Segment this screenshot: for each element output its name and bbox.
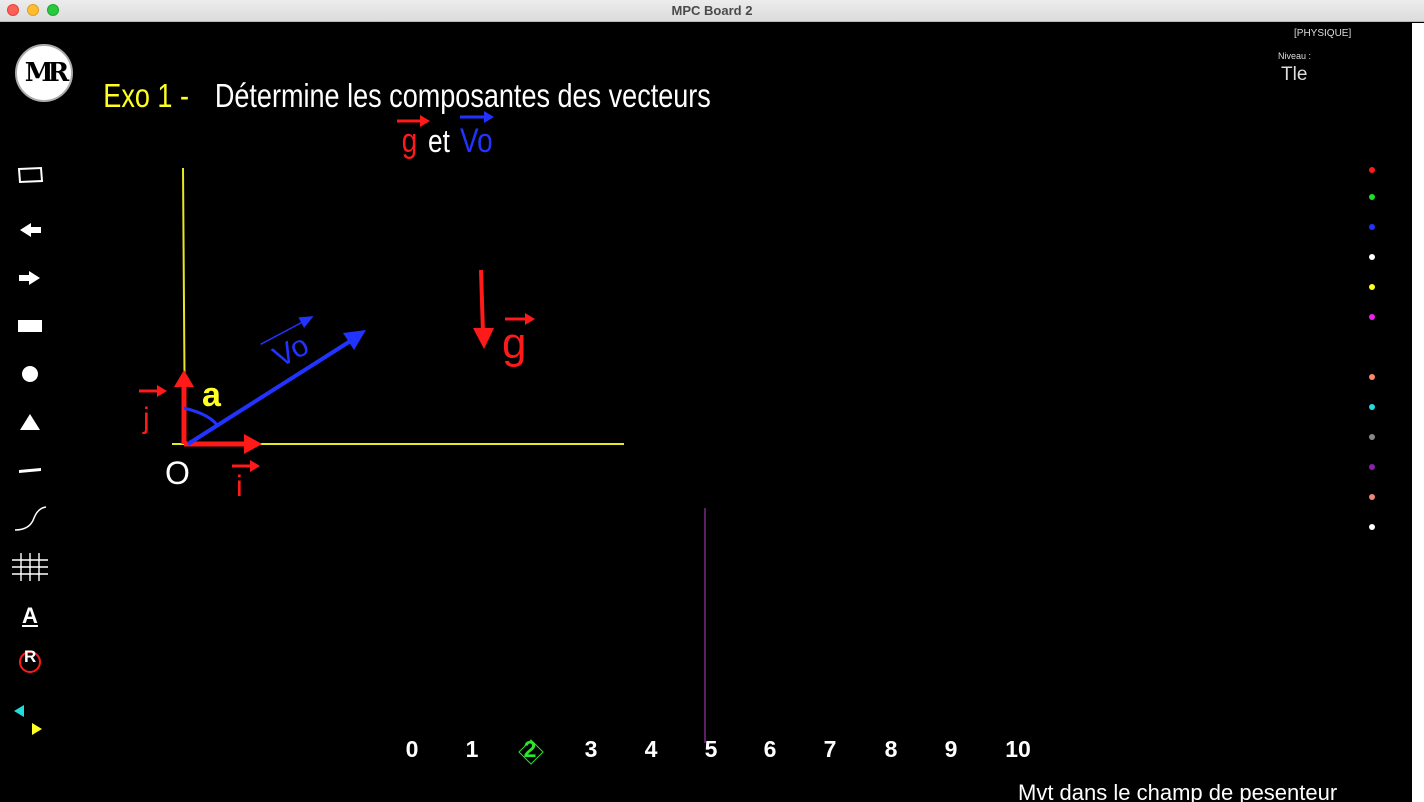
color-swatch-yellow[interactable] [1369,284,1375,290]
rectangle-outline-icon [17,166,44,184]
unit-vector-i-head [244,434,262,454]
triangle-icon [20,414,40,430]
color-swatch-red[interactable] [1369,167,1375,173]
title-conj: et [428,125,450,160]
unit-vector-j-head [174,370,194,387]
curve-tool[interactable] [12,503,48,533]
page-10[interactable]: 10 [1005,736,1031,762]
chapter-title: Mvt dans le champ de pesenteur [1018,780,1338,802]
color-swatch-cyan[interactable] [1369,404,1375,410]
logo-text: MR [24,58,69,88]
g-label: g [502,319,526,368]
color-swatch-green[interactable] [1369,194,1375,200]
vo-label-arrow [260,320,306,345]
maximize-window-button[interactable] [47,4,59,16]
page-8[interactable]: 8 [884,736,898,762]
minimize-window-button[interactable] [27,4,39,16]
page-0[interactable]: 0 [405,736,419,762]
title-vec-vo: Vo [460,121,493,159]
level-value: Tle [1281,64,1308,85]
angle-label: a [202,376,222,414]
vector-g [479,269,485,334]
filled-rectangle-icon [18,320,42,332]
board-drawing: Exo 1 - Détermine les composantes des ve… [103,79,711,743]
line-icon [19,468,41,473]
page-9[interactable]: 9 [944,736,958,762]
chapter-clip: Mvt dans le champ de pesenteur [1010,773,1412,802]
drawing-board[interactable]: MR [PHYSIQUE] Niveau : Tle Exo 1 - Déter… [0,23,1412,802]
active-page-marker [518,739,544,765]
line-tool[interactable] [12,455,48,485]
previous-tool[interactable] [12,215,48,245]
grid-tool[interactable] [12,552,48,582]
frame-tool[interactable] [12,160,48,190]
reset-r-icon: R [19,647,41,673]
title-vec-g: g [402,121,418,159]
page-3[interactable]: 3 [584,736,598,762]
logo: MR [15,44,73,102]
window-title: MPC Board 2 [671,3,753,18]
label-j-arrowhead [157,385,167,397]
pager-arrows-icon [14,705,42,735]
page-1[interactable]: 1 [465,736,479,762]
page-6[interactable]: 6 [763,736,777,762]
vector-vo-head [343,330,366,350]
subject-label: [PHYSIQUE] [1294,28,1352,39]
color-swatch-light-salmon[interactable] [1369,494,1375,500]
title-vec-vo-arrowhead [484,111,494,123]
grid-icon [12,553,48,581]
triangle-tool[interactable] [12,407,48,437]
curve-icon [14,506,47,531]
color-swatch-purple[interactable] [1369,464,1375,470]
color-swatch-white[interactable] [1369,254,1375,260]
exercise-label: Exo 1 - [103,79,189,115]
close-window-button[interactable] [7,4,19,16]
arrow-left-icon [20,223,41,237]
page-5[interactable]: 5 [704,736,718,762]
vo-label-group: Vo [260,316,314,374]
vector-vo [186,338,354,446]
text-a-icon: A [22,603,38,628]
filled-rectangle-tool[interactable] [12,311,48,341]
vo-label-arrowhead [298,316,314,329]
label-i-arrowhead [250,460,260,472]
reset-tool[interactable]: R [12,647,48,677]
text-tool[interactable]: A [12,601,48,631]
title-vec-g-arrowhead [420,115,430,127]
title-bar: MPC Board 2 [0,0,1424,22]
origin-label: O [165,455,190,491]
next-tool[interactable] [12,263,48,293]
color-swatch-magenta[interactable] [1369,314,1375,320]
page-selector: 0 1 2 3 4 5 6 7 8 9 10 [392,736,1042,766]
g-label-arrowhead [525,313,535,325]
circle-icon [22,366,38,382]
color-swatch-white-2[interactable] [1369,524,1375,530]
label-i: i [236,470,243,503]
arrow-right-icon [19,271,40,285]
page-2[interactable]: 2 [510,736,550,765]
pager-tool[interactable] [12,703,48,735]
level-label: Niveau : [1278,51,1312,61]
color-swatch-salmon[interactable] [1369,374,1375,380]
exercise-instruction: Détermine les composantes des vecteurs [215,79,711,115]
color-swatch-blue[interactable] [1369,224,1375,230]
angle-arc [183,406,220,428]
label-j: j [142,402,150,435]
reset-r-letter: R [24,647,37,666]
color-swatch-gray[interactable] [1369,434,1375,440]
edge-strip [1412,23,1424,802]
page-7[interactable]: 7 [823,736,837,762]
vector-g-head [473,328,494,349]
page-4[interactable]: 4 [644,736,658,762]
circle-tool[interactable] [12,359,48,389]
